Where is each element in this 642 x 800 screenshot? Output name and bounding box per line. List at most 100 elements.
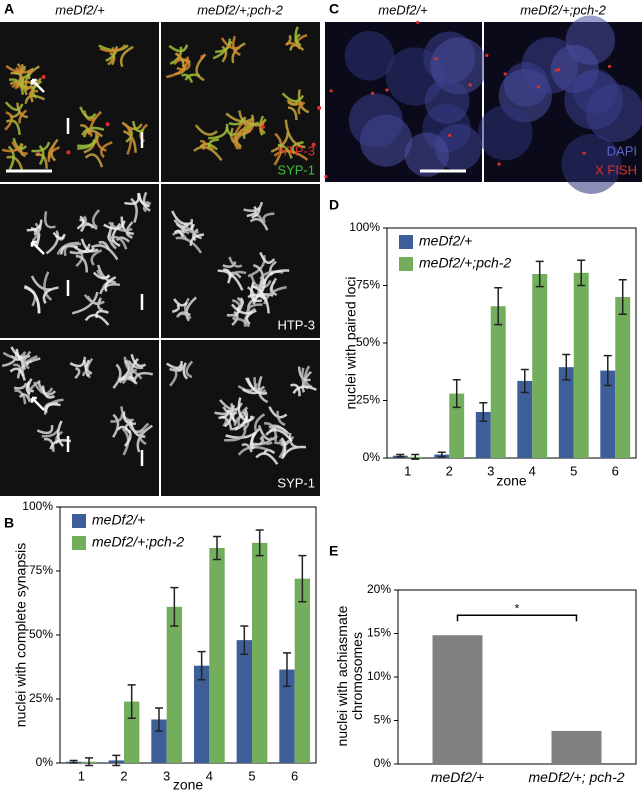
chromosome (63, 242, 82, 257)
chromosome (259, 436, 273, 446)
chromosome (281, 92, 305, 103)
x-tick-label: 2 (120, 768, 127, 783)
x-axis-label: zone (496, 473, 527, 489)
chromosome (137, 192, 150, 208)
chromosome (173, 298, 188, 307)
fish-spot (434, 57, 438, 61)
y-tick-label: 25% (29, 691, 53, 705)
chromosome (26, 219, 43, 232)
fish-spot (416, 20, 420, 24)
bar (532, 274, 548, 458)
chromosome (175, 236, 203, 254)
arrow (30, 78, 45, 93)
error-bar (411, 453, 420, 460)
nucleus (348, 93, 403, 148)
chromosome (176, 63, 191, 71)
fish-spot (485, 53, 489, 57)
chromosome (171, 210, 193, 226)
chromosome (233, 122, 244, 151)
y-tick-label: 0% (374, 756, 392, 770)
column-label: meDf2/+ (378, 2, 428, 17)
nucleus (424, 78, 470, 124)
chromosome (80, 238, 99, 253)
chromosome (284, 119, 306, 149)
chromosome (98, 240, 111, 251)
y-tick-label: 20% (367, 582, 391, 596)
nucleus (404, 132, 449, 177)
column-label: meDf2/+ (55, 2, 105, 17)
y-tick-label: 0% (363, 450, 381, 464)
chromosome (270, 132, 289, 153)
chromosome (74, 367, 81, 380)
chromosome (4, 101, 24, 111)
chromosome (5, 65, 33, 74)
chromosome (23, 350, 32, 370)
column-label: meDf2/+;pch-2 (197, 2, 283, 17)
chromosome (191, 228, 199, 242)
chromosome (217, 269, 244, 291)
chromosome (92, 271, 111, 280)
chromosome (276, 410, 286, 426)
chromosome (251, 284, 270, 314)
chromosome (84, 359, 91, 378)
chromosome (194, 124, 218, 136)
chromosome (89, 110, 103, 137)
chromosome (42, 286, 59, 304)
x-tick-label: 3 (487, 463, 494, 478)
chromosome (31, 80, 43, 99)
chromosome (228, 117, 245, 126)
chromosome (270, 277, 278, 297)
chromosome (185, 296, 197, 322)
x-tick-label: 6 (291, 768, 298, 783)
foci (317, 105, 322, 110)
panel-letter: A (4, 1, 14, 17)
chromosome (112, 363, 122, 389)
y-tick-label: 25% (356, 393, 380, 407)
chromosome (4, 111, 14, 131)
nucleus (344, 31, 395, 81)
chromosome (52, 231, 66, 240)
chromosome (109, 52, 116, 66)
error-bar (396, 453, 405, 458)
chromosome (218, 409, 230, 420)
chromosome (10, 110, 21, 119)
fish-spot (468, 83, 472, 87)
x-tick-label: 1 (404, 463, 411, 478)
x-tick-label: 5 (248, 768, 255, 783)
panel-letter: B (4, 515, 14, 531)
chromosome (171, 303, 180, 313)
chromosome (138, 422, 150, 446)
fish-spot (497, 162, 501, 166)
legend-swatch (399, 257, 413, 271)
x-axis-label: zone (173, 777, 204, 793)
chromosome (7, 145, 15, 170)
chromosome (297, 101, 306, 115)
legend-label: meDf2/+;pch-2 (419, 255, 511, 271)
chromosome (47, 144, 55, 160)
foci (311, 142, 316, 147)
chromosome (221, 45, 228, 63)
chromosome (14, 66, 23, 89)
plot-frame (397, 589, 637, 765)
y-tick-label: 100% (22, 499, 53, 513)
x-tick-label: 2 (446, 463, 453, 478)
error-bar (240, 625, 249, 655)
chromosome (129, 420, 146, 438)
chromosome (43, 271, 53, 301)
chromosome (47, 146, 61, 163)
chromosome (220, 37, 241, 50)
bar (490, 306, 506, 458)
chromosome (241, 443, 253, 453)
chromosome (181, 223, 190, 235)
x-tick-label: 6 (612, 463, 619, 478)
chromosome (90, 249, 103, 266)
chromosome (41, 385, 56, 399)
legend-swatch (72, 536, 86, 550)
fish-spot (582, 151, 586, 155)
fish-spot (329, 89, 333, 93)
chromosome (133, 371, 154, 383)
y-tick-label: 100% (349, 220, 380, 234)
chromosome (262, 269, 290, 285)
chromosome (169, 365, 178, 387)
chromosome (20, 73, 31, 84)
